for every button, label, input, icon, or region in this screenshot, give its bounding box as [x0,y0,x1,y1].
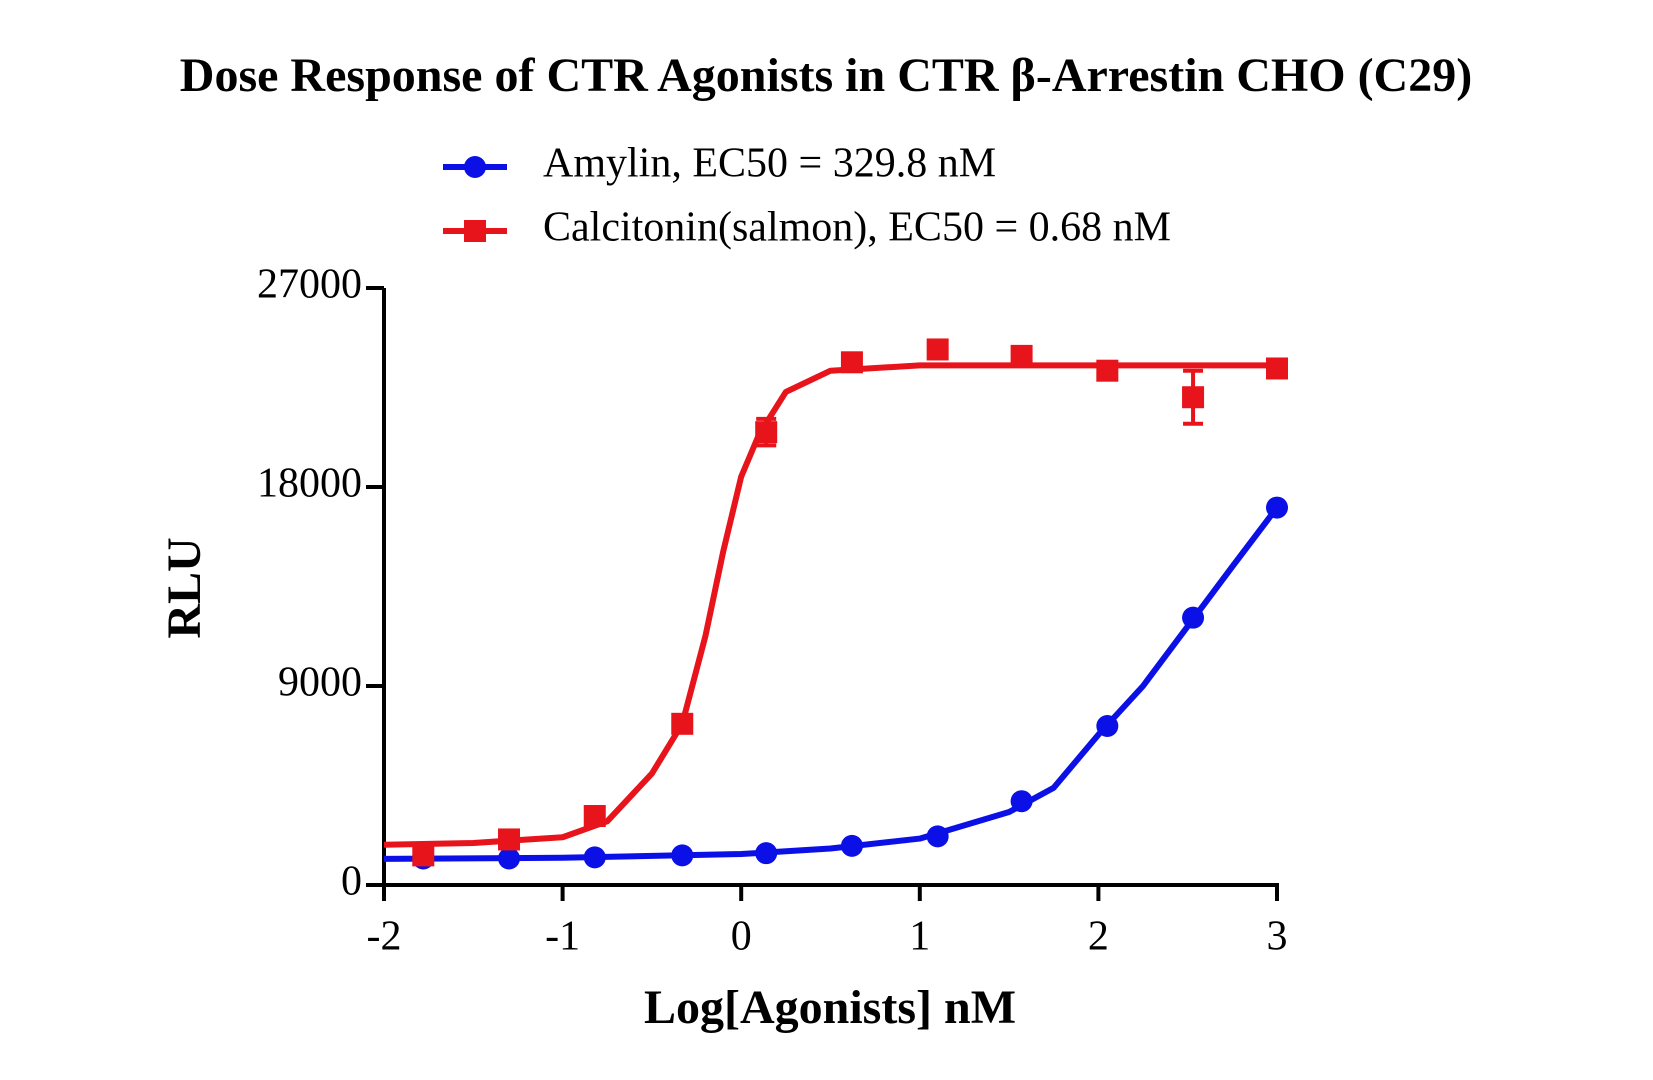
data-point [498,847,521,870]
y-axis-label: RLU [158,537,211,638]
x-tick-label: -1 [545,914,580,960]
legend-marker [464,220,486,242]
y-tick-label: 18000 [257,461,362,507]
legend-marker [464,156,486,178]
data-point [840,834,863,857]
x-tick-label: 1 [909,914,930,960]
x-tick-label: 2 [1088,914,1109,960]
y-tick-label: 0 [341,859,362,905]
data-point [1182,606,1205,629]
data-point [583,805,606,828]
legend-label: Calcitonin(salmon), EC50 = 0.68 nM [543,205,1171,251]
data-point [1266,496,1288,519]
data-point [926,338,949,361]
data-point [1096,715,1119,738]
data-point [671,712,694,735]
chart-title: Dose Response of CTR Agonists in CTR β-A… [180,49,1472,102]
data-point [926,825,949,848]
x-tick-label: -2 [367,914,402,960]
data-point [412,844,435,867]
x-tick-label: 3 [1267,914,1288,960]
y-tick-label: 27000 [257,262,362,308]
data-point [671,844,694,867]
data-point [1096,359,1119,382]
fit-curve [383,362,1277,848]
data-point [755,421,778,444]
data-point [1182,386,1205,409]
x-tick-label: 0 [731,914,752,960]
data-point [1010,344,1033,367]
data-point [498,828,521,851]
legend-label: Amylin, EC50 = 329.8 nM [543,141,996,187]
data-point [1266,357,1288,380]
data-point [840,351,863,374]
data-point [1010,790,1033,813]
fit-curve [383,505,1280,862]
data-point [755,842,778,865]
y-tick-label: 9000 [278,660,362,706]
x-axis-label: Log[Agonists] nM [644,981,1016,1034]
data-point [583,846,606,869]
